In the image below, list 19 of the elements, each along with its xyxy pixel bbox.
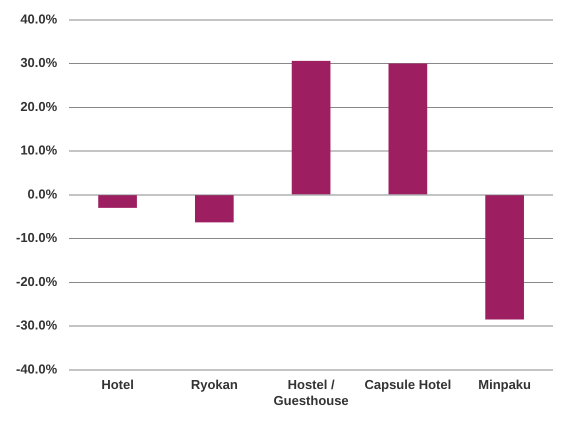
y-tick-label: 20.0% [20,98,58,114]
y-tick-label: -10.0% [16,230,58,246]
y-tick-label: 30.0% [20,55,58,70]
y-tick-label: 40.0% [20,11,58,26]
y-tick-label: -30.0% [16,318,58,333]
bar [98,195,137,208]
bar [388,64,428,194]
y-tick-label: 0.0% [28,186,58,202]
x-tick-label: Hotel [101,377,134,392]
bar [485,195,524,320]
x-tick-label: Capsule Hotel [364,377,452,392]
x-tick-label: Ryokan [190,377,238,392]
x-tick-label: Hostel / Guesthouse [274,377,349,408]
y-tick-label: -20.0% [16,274,58,289]
bar [292,60,330,194]
bar [194,195,234,222]
y-tick-label: -40.0% [16,361,58,376]
y-tick-label: 10.0% [20,142,58,158]
x-tick-label: Minpaku [478,377,532,392]
